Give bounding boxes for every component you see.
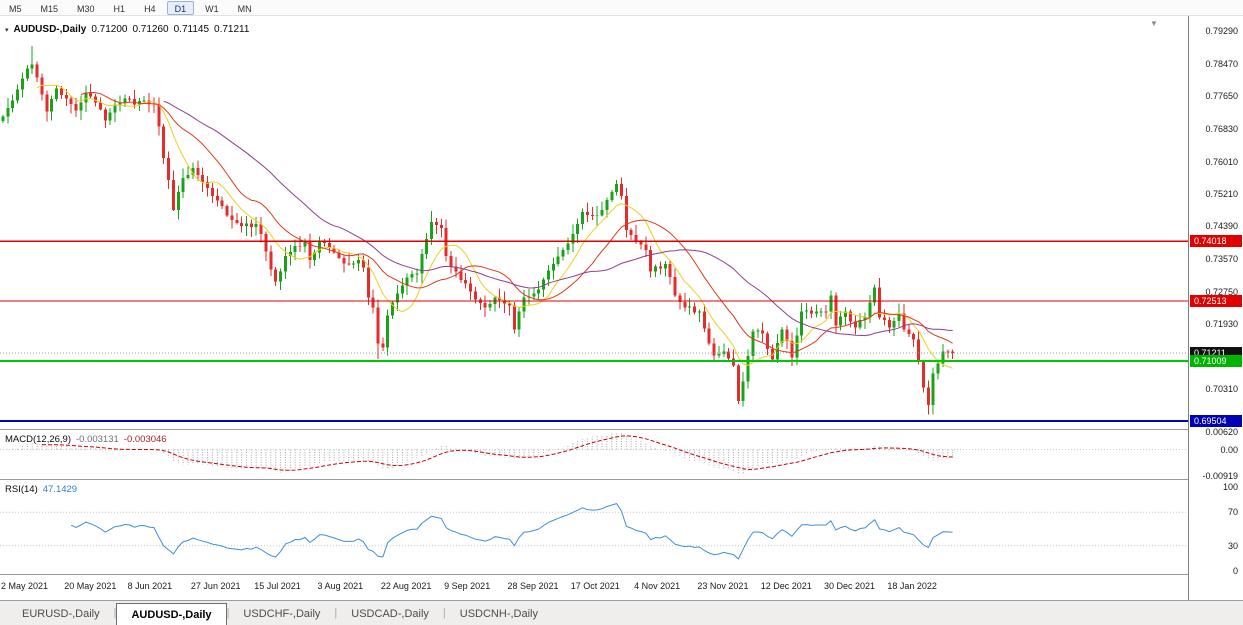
timeframe-toolbar: M5 M15 M30 H1 H4 D1 W1 MN <box>0 0 1243 16</box>
macd-signal-value: -0.003046 <box>123 434 167 445</box>
chart-tab-eurusd[interactable]: EURUSD-,Daily <box>22 608 100 620</box>
macd-tick: -0.00919 <box>1202 471 1238 482</box>
symbol-title: AUDUSD-,Daily <box>13 24 87 35</box>
date-label: 17 Oct 2021 <box>570 581 620 591</box>
chart-tab-usdchf[interactable]: USDCHF-,Daily <box>243 608 321 620</box>
support-level-badge: 0.71009 <box>1190 355 1242 368</box>
timeframe-button-h4[interactable]: H4 <box>144 3 156 14</box>
macd-label: MACD(12,26,9) -0.003131 -0.003046 <box>5 434 167 445</box>
rsi-tick: 30 <box>1227 540 1238 551</box>
date-label: 27 Jun 2021 <box>190 581 241 591</box>
chart-tab-audusd[interactable]: AUDUSD-,Daily <box>116 603 227 625</box>
date-label: 18 Jan 2022 <box>887 581 937 591</box>
macd-tick: 0.00 <box>1220 444 1238 455</box>
date-label: 4 Nov 2021 <box>634 581 681 591</box>
chart-tabs-bar: EURUSD-,Daily | AUDUSD-,Daily | USDCHF-,Dail… <box>0 600 1243 625</box>
price-tick: 0.71930 <box>1205 319 1238 330</box>
tab-separator: | <box>113 607 117 619</box>
date-label: 9 Sep 2021 <box>444 581 491 591</box>
chart-shift-marker-icon[interactable]: ▼ <box>1150 19 1158 28</box>
timeframe-button-h1[interactable]: H1 <box>113 3 126 14</box>
price-tick: 0.70310 <box>1205 383 1238 394</box>
chart-window: 2 May 2021 20 May 2021 8 Jun 2021 27 Jun 20… <box>0 16 1243 600</box>
timeframe-button-mn[interactable]: MN <box>237 3 252 14</box>
chart-tab-usdcad[interactable]: USDCAD-,Daily <box>351 608 429 620</box>
date-label: 15 Jul 2021 <box>254 581 301 591</box>
rsi-name: RSI(14) <box>5 484 38 495</box>
symbol-header: ▾ AUDUSD-,Daily 0.71200 0.71260 0.71145 … <box>5 24 249 35</box>
ohlc-high: 0.71260 <box>132 24 169 35</box>
timeframe-button-d1[interactable]: D1 <box>166 0 195 15</box>
price-tick: 0.75210 <box>1205 188 1238 199</box>
macd-tick: 0.00620 <box>1205 426 1238 437</box>
time-axis[interactable]: 2 May 2021 20 May 2021 8 Jun 2021 27 Jun 20… <box>0 575 1188 600</box>
timeframe-button-m15[interactable]: M15 <box>40 3 59 14</box>
price-tick: 0.77650 <box>1205 91 1238 102</box>
price-tick: 0.79290 <box>1205 26 1238 37</box>
price-tick: 0.74390 <box>1205 221 1238 232</box>
price-tick: 0.73570 <box>1205 253 1238 264</box>
timeframe-button-m30[interactable]: M30 <box>77 3 95 14</box>
resistance-level-badge: 0.74018 <box>1190 235 1242 248</box>
date-label: 20 May 2021 <box>64 581 117 591</box>
tab-separator: | <box>334 607 338 619</box>
tab-separator: | <box>226 607 230 619</box>
price-chart[interactable] <box>0 16 1188 430</box>
macd-value: -0.003131 <box>76 434 119 445</box>
price-axis[interactable]: 0.79290 0.78470 0.77650 0.76830 0.76010 0.752… <box>1188 16 1243 600</box>
price-tick: 0.72750 <box>1205 286 1238 297</box>
rsi-tick: 70 <box>1227 507 1238 518</box>
resistance-level-badge: 0.72513 <box>1190 295 1242 308</box>
rsi-panel[interactable] <box>0 480 1188 575</box>
price-tick: 0.76830 <box>1205 124 1238 135</box>
date-label: 30 Dec 2021 <box>824 581 876 591</box>
price-tick: 0.76010 <box>1205 156 1238 167</box>
macd-name: MACD(12,26,9) <box>5 434 71 445</box>
tab-separator: | <box>442 607 446 619</box>
chart-tab-usdcnh[interactable]: USDCNH-,Daily <box>459 608 538 620</box>
date-label: 23 Nov 2021 <box>697 581 749 591</box>
ohlc-open: 0.71200 <box>91 24 128 35</box>
price-tick: 0.78470 <box>1205 58 1238 69</box>
rsi-label: RSI(14) 47.1429 <box>5 484 77 495</box>
date-label: 28 Sep 2021 <box>507 581 559 591</box>
ohlc-low: 0.71145 <box>173 24 210 35</box>
timeframe-button-w1[interactable]: W1 <box>205 3 219 14</box>
date-label: 2 May 2021 <box>1 581 49 591</box>
macd-panel[interactable] <box>0 430 1188 480</box>
date-label: 8 Jun 2021 <box>127 581 173 591</box>
chart-plots: 2 May 2021 20 May 2021 8 Jun 2021 27 Jun 20… <box>0 16 1188 600</box>
date-label: 22 Aug 2021 <box>380 581 432 591</box>
chart-dropdown-icon[interactable]: ▾ <box>5 26 9 34</box>
date-label: 12 Dec 2021 <box>760 581 812 591</box>
date-label: 3 Aug 2021 <box>317 581 364 591</box>
rsi-tick: 100 <box>1222 481 1238 492</box>
rsi-value: 47.1429 <box>42 484 78 495</box>
support-level-badge: 0.69504 <box>1190 414 1242 427</box>
timeframe-button-m5[interactable]: M5 <box>9 3 22 14</box>
ohlc-close: 0.71211 <box>214 24 250 35</box>
rsi-tick: 0 <box>1232 566 1238 576</box>
